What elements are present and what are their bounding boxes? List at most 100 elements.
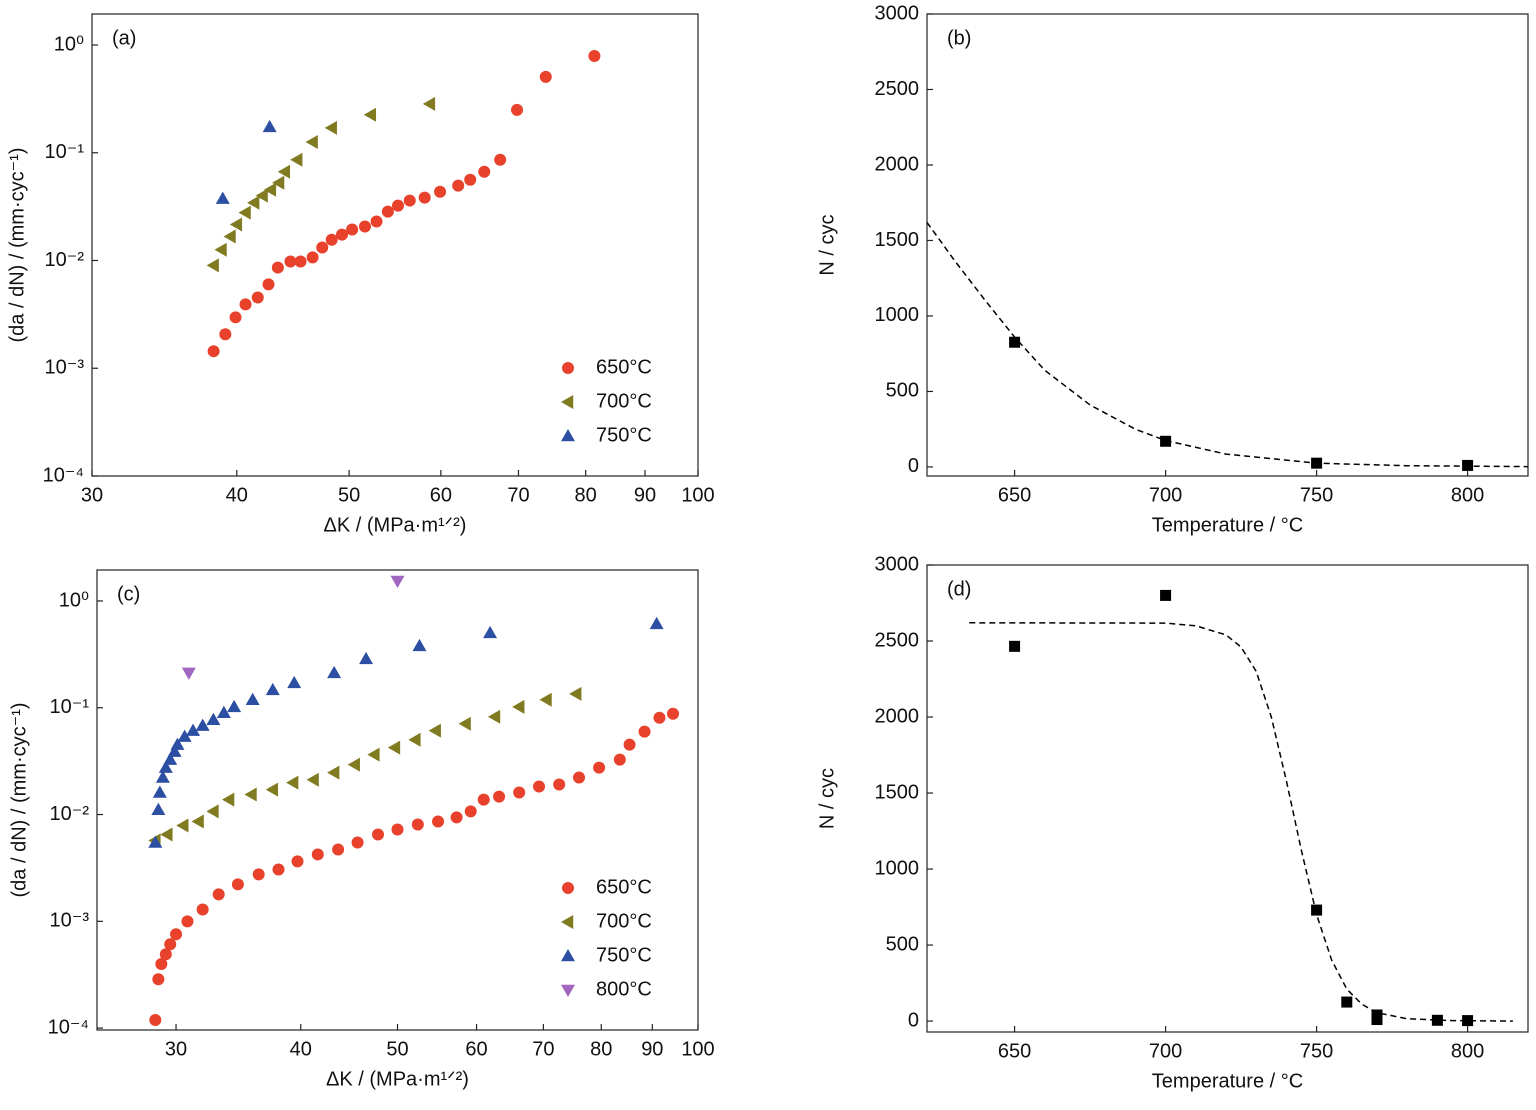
y-tick-label: 10⁻⁴ [43,464,84,486]
x-tick-label: 700 [1149,484,1182,506]
x-axis-label: Temperature / °C [1152,514,1303,536]
marker [638,725,651,738]
y-tick-label: 2000 [875,705,920,727]
marker [569,686,582,701]
x-tick-label: 30 [165,1038,187,1060]
marker [272,175,285,190]
x-axis-label: ΔK / (MPa·m¹ᐟ²) [326,1068,469,1090]
x-tick-label: 90 [634,484,656,506]
marker [239,298,252,311]
x-tick-label: 70 [507,484,529,506]
marker [177,729,192,742]
x-axis-label: ΔK / (MPa·m¹ᐟ²) [324,514,467,536]
marker [206,258,219,273]
marker [1462,1015,1474,1027]
legend-label: 650°C [596,356,652,378]
legend-marker [561,429,575,442]
marker [155,958,168,971]
marker [1371,1014,1383,1026]
marker [408,732,421,747]
marker [428,723,441,738]
marker [539,692,552,707]
x-tick-label: 50 [386,1038,408,1060]
y-tick-label: 3000 [875,553,920,575]
y-axis-label: N / cyc [816,768,838,829]
marker [653,711,666,724]
marker [290,152,303,167]
marker [1462,459,1474,471]
x-tick-label: 80 [575,484,597,506]
marker [367,747,380,762]
x-tick-label: 30 [81,484,103,506]
marker [494,153,507,166]
marker [464,173,477,186]
marker [215,191,230,204]
marker [191,814,204,829]
y-axis-label: (da / dN) / (mm·cyc⁻¹) [8,703,30,898]
marker [1009,336,1021,348]
legend-label: 700°C [596,390,652,412]
marker [593,761,606,774]
marker [252,868,265,881]
marker [452,179,465,192]
marker [152,785,167,798]
y-tick-label: 1000 [875,857,920,879]
marker [623,738,636,751]
x-tick-label: 100 [681,1038,714,1060]
marker [216,705,231,718]
marker [1431,1014,1443,1026]
marker [422,96,436,111]
x-tick-label: 800 [1451,484,1484,506]
legend-marker [562,882,574,894]
y-tick-label: 10⁻¹ [45,141,85,163]
marker [155,770,170,783]
marker [272,863,285,876]
marker [387,740,401,755]
panel-label: (b) [947,27,971,49]
marker [219,328,232,341]
marker [287,675,302,689]
marker [336,228,349,241]
y-tick-label: 3000 [875,2,920,24]
marker [305,134,318,149]
y-tick-label: 10⁻² [45,249,85,271]
x-axis-label: Temperature / °C [1152,1070,1303,1092]
marker [263,182,277,197]
panel-label: (d) [947,578,971,600]
marker [294,255,307,268]
x-tick-label: 60 [465,1038,487,1060]
marker [195,718,210,731]
x-tick-label: 650 [998,484,1031,506]
marker [231,878,244,891]
marker [649,616,664,630]
x-tick-label: 40 [226,484,248,506]
x-tick-label: 700 [1149,1040,1182,1062]
x-tick-label: 650 [998,1040,1031,1062]
y-tick-label: 2500 [875,78,920,100]
marker [164,938,177,951]
marker [458,716,471,731]
y-tick-label: 10⁻⁴ [48,1016,89,1038]
marker [247,195,260,210]
marker [311,848,324,861]
y-tick-label: 500 [886,933,919,955]
marker [181,915,194,928]
marker [229,311,242,324]
y-tick-label: 0 [908,455,919,477]
x-tick-label: 750 [1300,1040,1333,1062]
marker [351,836,364,849]
marker [412,638,427,652]
marker [227,699,242,713]
marker [1311,904,1323,916]
x-tick-label: 70 [532,1038,554,1060]
marker [1311,457,1323,469]
marker [325,233,338,246]
legend-label: 650°C [596,876,652,898]
x-tick-label: 90 [641,1038,663,1060]
legend-label: 700°C [596,910,652,932]
marker [151,802,166,815]
x-tick-label: 750 [1300,484,1333,506]
marker [262,119,277,133]
marker [432,815,445,828]
